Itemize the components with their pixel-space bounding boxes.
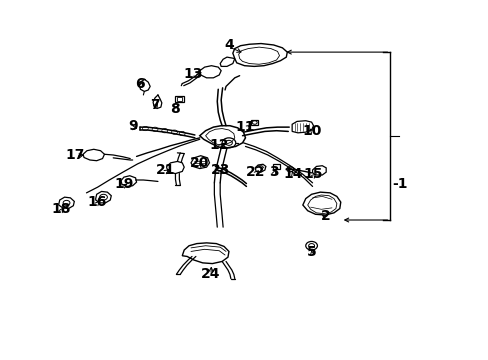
Text: 23: 23	[210, 163, 229, 177]
Text: 4: 4	[224, 38, 233, 52]
Text: 21: 21	[156, 163, 175, 177]
Text: 16: 16	[87, 195, 106, 209]
Text: 8: 8	[170, 102, 180, 116]
Text: 9: 9	[127, 120, 137, 134]
Text: 20: 20	[190, 156, 209, 170]
Text: 18: 18	[51, 202, 70, 216]
Text: 6: 6	[135, 77, 144, 91]
Text: 22: 22	[245, 165, 264, 179]
Text: 24: 24	[200, 267, 220, 280]
Text: 7: 7	[150, 98, 160, 112]
Text: 3: 3	[268, 165, 278, 179]
Text: 11: 11	[235, 120, 255, 134]
Text: 13: 13	[183, 67, 203, 81]
Text: 5: 5	[306, 245, 316, 259]
Text: -1: -1	[391, 177, 407, 191]
Text: 2: 2	[321, 210, 330, 224]
Text: 15: 15	[303, 167, 323, 181]
Text: 12: 12	[209, 138, 228, 152]
Text: 10: 10	[302, 124, 322, 138]
Text: 17: 17	[65, 148, 85, 162]
Text: 19: 19	[114, 177, 133, 191]
Text: 14: 14	[283, 167, 302, 181]
